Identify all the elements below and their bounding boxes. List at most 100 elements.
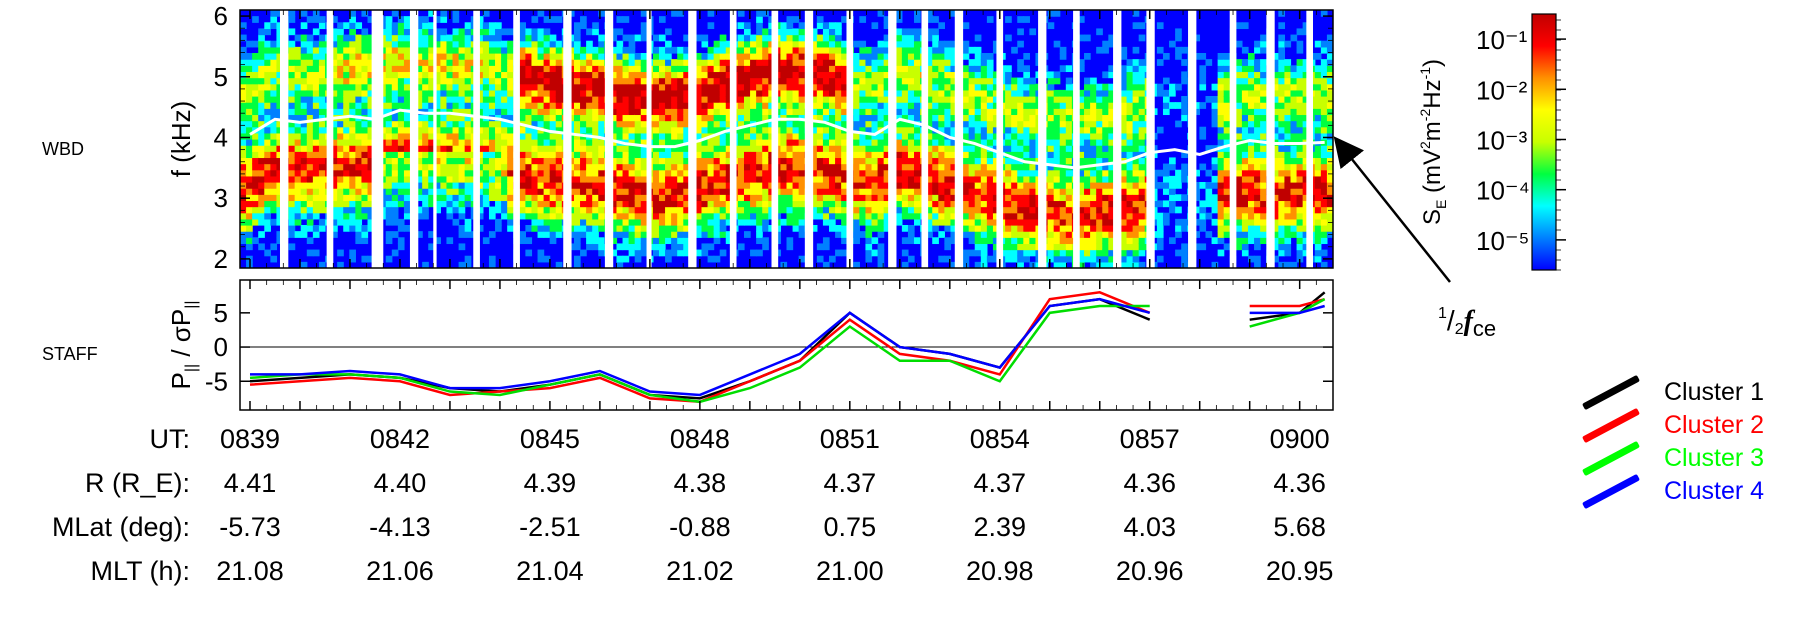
ephemeris-value: 21.06 (366, 556, 434, 586)
colorbar-tick-label: 10⁻⁴ (1476, 176, 1530, 206)
ephemeris-value: -5.73 (219, 512, 281, 542)
data-gap (1113, 10, 1122, 268)
ephemeris-value: 0854 (969, 424, 1030, 454)
staff-y-tick-label: -5 (205, 366, 228, 396)
data-gap (409, 10, 419, 268)
wbd-y-ticks: 2 3 4 5 6 (214, 1, 1333, 274)
ephemeris-value: 0.75 (823, 512, 877, 542)
legend-item: Cluster 3 (1580, 440, 1765, 477)
staff-y-tick-label: 5 (214, 298, 228, 328)
wbd-frame (239, 9, 1334, 269)
ephemeris-value: 0845 (519, 424, 580, 454)
data-gap (1229, 10, 1237, 268)
half-fce-label: 1/2fce (1438, 305, 1496, 341)
series-line-cluster-4 (1249, 304, 1325, 315)
data-gap (996, 10, 1004, 268)
ephemeris-value: -2.51 (519, 512, 581, 542)
half-fce-curve (249, 108, 1325, 170)
legend-item: Cluster 2 (1580, 407, 1765, 444)
staff-frame (239, 279, 1334, 411)
half-fce-line (249, 108, 1325, 170)
ephemeris-key: R (R_E): (84, 468, 190, 498)
ephemeris-value: 0851 (819, 424, 880, 454)
wbd-x-ticks (249, 10, 1317, 268)
legend-label: Cluster 3 (1664, 444, 1765, 472)
ephemeris-key: MLat (deg): (51, 512, 190, 542)
ephemeris-value: 21.00 (816, 556, 884, 586)
panel-label-wbd: WBD (42, 139, 84, 159)
wbd-spectrogram-panel: 2 3 4 5 6 f (kHz) (166, 1, 1334, 274)
staff-x-ticks (249, 280, 1317, 410)
data-gap (688, 10, 697, 268)
ephemeris-value: 20.98 (965, 556, 1034, 586)
colorbar-ticks: 10⁻⁵ 10⁻⁴ 10⁻³ 10⁻² 10⁻¹ (1476, 19, 1566, 271)
series-line-cluster-2 (1249, 297, 1325, 308)
staff-y-axis-label: P|| / σP|| (166, 300, 200, 389)
ephemeris-value: 21.08 (216, 556, 284, 586)
ephemeris-value: 4.37 (823, 468, 877, 498)
annotation-arrow (1333, 136, 1451, 283)
data-gap (846, 10, 854, 268)
colorbar-tick-label: 10⁻³ (1476, 125, 1528, 155)
data-gap (433, 10, 437, 268)
data-gap (279, 10, 289, 268)
ephemeris-value: 4.38 (673, 468, 727, 498)
series-line-cluster-4 (249, 297, 1151, 397)
ephemeris-value: 4.36 (1273, 468, 1326, 498)
colorbar-tick-label: 10⁻¹ (1476, 25, 1528, 55)
ephemeris-value: 0900 (1269, 424, 1330, 454)
legend-label: Cluster 2 (1664, 411, 1765, 439)
data-gap (1146, 10, 1155, 268)
legend-swatch (1581, 440, 1641, 477)
data-gap (1073, 10, 1080, 268)
data-gap (513, 10, 520, 268)
data-gap (729, 10, 737, 268)
data-gap (646, 10, 652, 268)
data-gap (1266, 10, 1275, 268)
ephemeris-value: 4.39 (523, 468, 577, 498)
data-gap (771, 10, 779, 268)
ephemeris-value: 2.39 (973, 512, 1027, 542)
legend-item: Cluster 1 (1580, 374, 1765, 411)
ephemeris-value: 0857 (1119, 424, 1180, 454)
data-gap (563, 10, 572, 268)
colorbar-gradient (1532, 14, 1556, 270)
ephemeris-value: 21.02 (666, 556, 734, 586)
staff-y-tick-label: 0 (214, 332, 228, 362)
wbd-y-tick-label: 6 (214, 1, 228, 31)
staff-y-ticks: -5 0 5 (205, 298, 1333, 396)
ephemeris-value: 4.03 (1123, 512, 1176, 542)
half-fce-annotation: 1/2fce (1333, 136, 1496, 341)
data-gap (371, 10, 384, 268)
data-gap (804, 10, 814, 268)
data-gap (326, 10, 334, 268)
legend-label: Cluster 1 (1664, 378, 1765, 406)
ephemeris-value: 4.41 (223, 468, 277, 498)
colorbar-tick-label: 10⁻⁵ (1476, 226, 1529, 256)
wbd-y-tick-label: 4 (214, 122, 228, 152)
colorbar-tick-label: 10⁻² (1476, 75, 1528, 105)
colorbar: 10⁻⁵ 10⁻⁴ 10⁻³ 10⁻² 10⁻¹ SE (mV2m-2Hz-1) (1417, 13, 1566, 271)
ephemeris-value: 0839 (219, 424, 281, 454)
ephemeris-value: 21.04 (516, 556, 584, 586)
colorbar-label: SE (mV2m-2Hz-1) (1417, 59, 1449, 225)
ephemeris-value: 4.36 (1123, 468, 1176, 498)
wbd-y-axis-label: f (kHz) (166, 101, 196, 178)
ephemeris-value: 4.40 (373, 468, 427, 498)
data-gap (921, 10, 929, 268)
legend-swatch (1581, 374, 1641, 411)
wbd-y-tick-label: 5 (214, 62, 228, 92)
legend-label: Cluster 4 (1664, 477, 1765, 505)
legend-swatch (1581, 407, 1641, 444)
data-gap (1038, 10, 1047, 268)
ephemeris-key: MLT (h): (90, 556, 190, 586)
ephemeris-value: 5.68 (1273, 512, 1326, 542)
panel-label-staff: STAFF (42, 344, 98, 364)
ephemeris-value: 0842 (369, 424, 430, 454)
ephemeris-value: 20.95 (1265, 556, 1334, 586)
staff-panel: -5 0 5 P|| / σP|| (166, 279, 1334, 411)
data-gap (1306, 10, 1314, 268)
data-gap (473, 10, 480, 268)
ephemeris-value: -0.88 (669, 512, 731, 542)
